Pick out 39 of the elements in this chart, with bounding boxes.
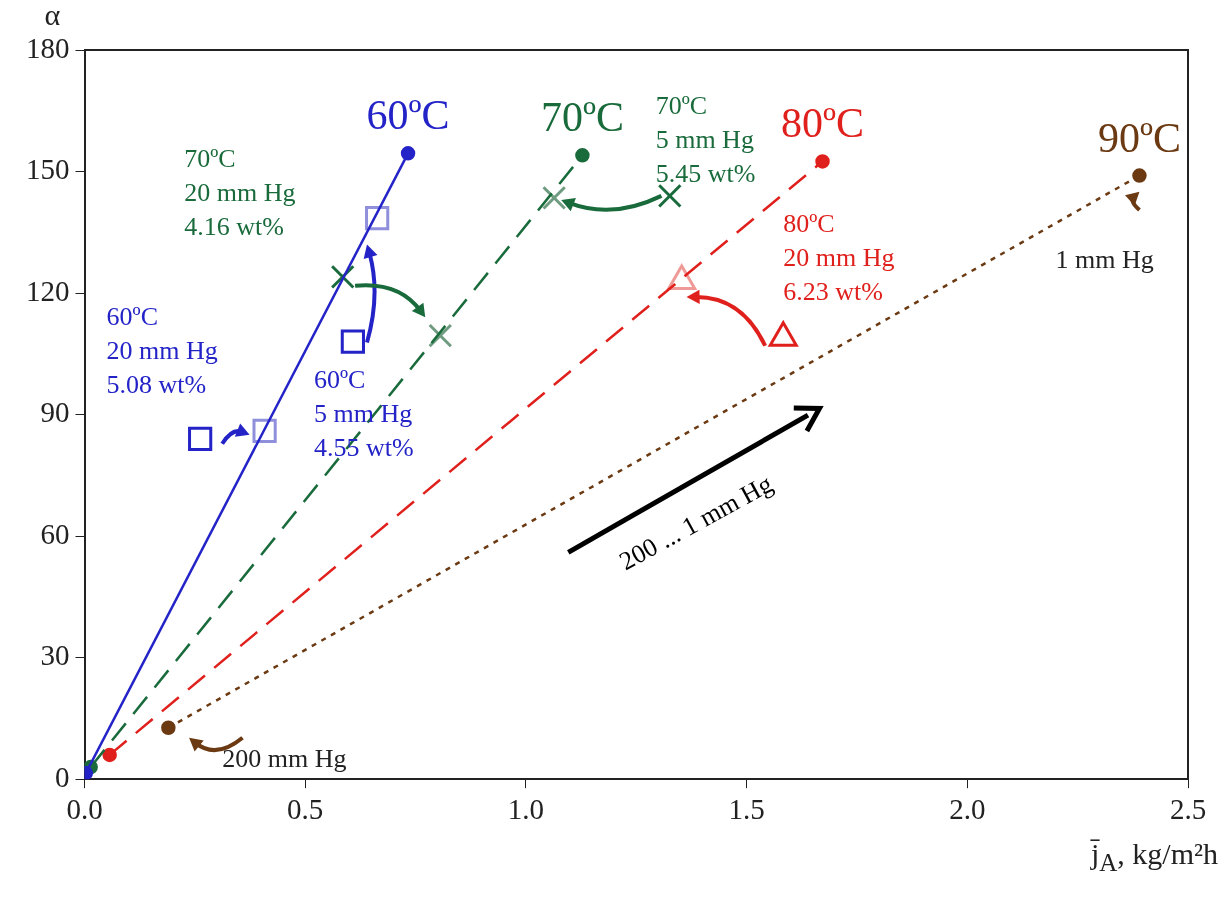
y-tick-label: 0 bbox=[55, 760, 70, 793]
annotation: 1 mm Hg bbox=[1055, 245, 1154, 275]
annotation: 70ºC 20 mm Hg 4.16 wt% bbox=[184, 144, 296, 242]
point bbox=[340, 329, 365, 354]
annotation: 200 mm Hg bbox=[222, 743, 347, 773]
point bbox=[102, 747, 117, 763]
x-tick-label: 2.5 bbox=[1169, 793, 1207, 826]
y-tick-label: 90 bbox=[40, 396, 70, 429]
point bbox=[1132, 168, 1147, 183]
y-tick-label: 120 bbox=[26, 274, 70, 307]
point bbox=[188, 426, 213, 452]
point bbox=[161, 720, 176, 735]
series-label: 70ºC bbox=[540, 94, 624, 141]
point bbox=[575, 148, 590, 163]
point bbox=[365, 206, 390, 231]
point bbox=[657, 183, 682, 208]
annotation: 200 ... 1 mm Hg bbox=[614, 469, 778, 576]
point bbox=[542, 185, 567, 210]
y-tick-label: 30 bbox=[40, 639, 70, 672]
x-tick-label: 1.0 bbox=[507, 793, 545, 826]
y-tick-label: 180 bbox=[26, 31, 70, 64]
point bbox=[815, 154, 830, 169]
point bbox=[252, 418, 277, 443]
x-tick-label: 0.5 bbox=[287, 793, 324, 826]
x-tick-label: 1.5 bbox=[728, 793, 765, 826]
x-tick-label: 2.0 bbox=[949, 793, 986, 826]
x-axis-title: j̄$_{A}$, kg/m²h bbox=[1090, 837, 1218, 878]
series-label: 90ºC bbox=[1097, 114, 1181, 161]
annotation: 70ºC 5 mm Hg 5.45 wt% bbox=[655, 91, 756, 189]
series-label: 60ºC bbox=[366, 92, 450, 139]
series-label: 80ºC bbox=[781, 100, 865, 147]
y-axis-title: α bbox=[44, 0, 61, 32]
annotation: 80ºC 20 mm Hg 6.23 wt% bbox=[783, 208, 895, 306]
y-tick-label: 150 bbox=[26, 153, 70, 186]
annotation: 60ºC 20 mm Hg 5.08 wt% bbox=[106, 302, 218, 400]
y-tick-label: 60 bbox=[40, 517, 70, 550]
x-tick-label: 0.0 bbox=[66, 793, 103, 826]
annotation: 60ºC 5 mm Hg 4.55 wt% bbox=[314, 364, 414, 462]
point bbox=[428, 323, 453, 348]
